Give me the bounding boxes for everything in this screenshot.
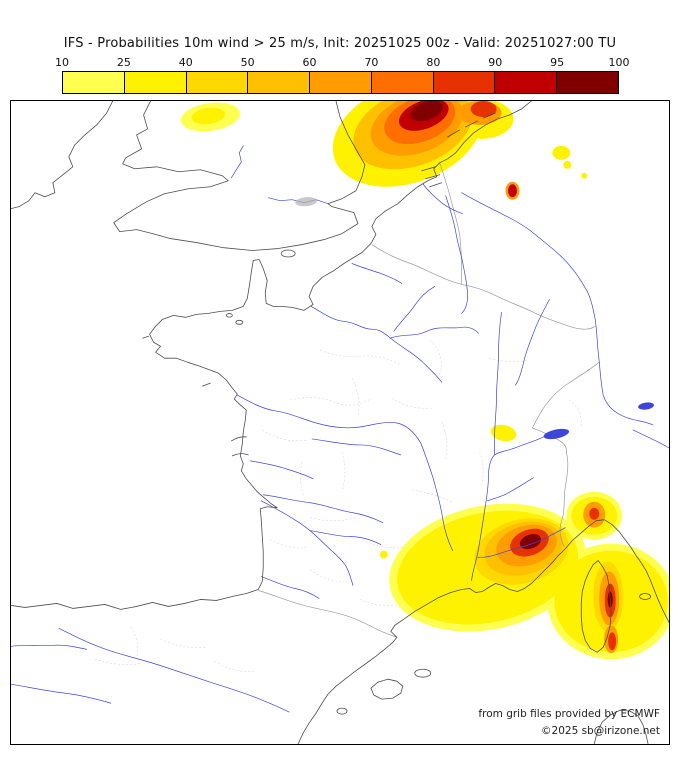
coast-elba — [639, 593, 651, 600]
isle-of-wight — [280, 249, 296, 258]
attribution-copyright: ©2025 sb@irizone.net — [541, 725, 660, 737]
north-sea-storm-area — [332, 101, 514, 187]
coast-great-britain — [113, 101, 366, 251]
ile-de-re-oleron — [230, 436, 249, 457]
coast-mediterranean — [297, 519, 669, 744]
colorbar-segment-8 — [495, 72, 558, 93]
river-moselle — [515, 299, 550, 386]
colorbar-segment-4 — [248, 72, 311, 93]
coast-continent-atlantic — [11, 101, 532, 610]
river-spain-south — [11, 683, 112, 704]
river-durance — [477, 527, 566, 558]
river-meuse — [445, 195, 468, 314]
central-france-patch — [490, 424, 517, 442]
lakes — [543, 402, 654, 440]
map-title: IFS - Probabilities 10m wind > 25 m/s, I… — [63, 36, 617, 51]
country-borders — [258, 162, 600, 638]
river-ebro — [58, 628, 290, 713]
colorbar-segment-9 — [557, 72, 619, 93]
colorbar-segment-7 — [433, 72, 496, 93]
irish-sea-patch — [180, 102, 241, 132]
colorbar-tick-25: 25 — [116, 56, 131, 69]
river-charente — [249, 460, 314, 480]
colorbar-tick-50: 50 — [240, 56, 255, 69]
river-spain-north — [11, 644, 88, 650]
river-seine — [310, 306, 443, 383]
rivers — [11, 145, 669, 713]
roussillon-coast-patch — [379, 550, 388, 559]
river-somme — [351, 263, 403, 284]
colorbar-tick-10: 10 — [55, 56, 69, 69]
channel-island-jersey — [235, 319, 244, 325]
coast-ibiza — [336, 707, 348, 715]
lake-geneva — [543, 428, 570, 440]
river-oise — [393, 286, 436, 332]
colorbar-tick-70: 70 — [364, 56, 379, 69]
river-garonne — [260, 500, 354, 586]
colorbar-tick-90: 90 — [488, 56, 503, 69]
admin-boundaries — [94, 340, 582, 672]
river-lot — [309, 530, 382, 545]
germany-small-patches — [505, 145, 588, 200]
river-adour — [260, 576, 320, 599]
channel-island-guernsey — [225, 313, 233, 318]
zeeland-estuaries — [421, 166, 443, 188]
river-loire — [236, 394, 454, 551]
belle-ile — [202, 382, 211, 387]
colorbar-segment-1 — [63, 72, 125, 93]
river-po — [632, 429, 669, 449]
frisian-islands — [447, 112, 496, 138]
coast-mallorca — [370, 678, 404, 700]
river-saone — [494, 311, 502, 456]
map-svg — [11, 101, 669, 744]
colorbar-segment-6 — [371, 72, 434, 93]
colorbar-tick-100: 100 — [608, 56, 630, 69]
river-rhone — [471, 435, 546, 581]
coast-sardinia — [593, 709, 649, 744]
river-severn — [230, 145, 244, 179]
river-dordogne — [262, 494, 384, 524]
colorbar-tick-40: 40 — [178, 56, 193, 69]
river-scheldt — [422, 183, 463, 214]
colorbar-segment-3 — [186, 72, 249, 93]
river-vienne — [311, 438, 402, 456]
london-urban-area — [295, 197, 318, 207]
river-rhine — [461, 192, 654, 426]
coast-menorca — [414, 668, 432, 678]
colorbar-gradient-bar — [62, 71, 619, 94]
ouessant — [142, 335, 149, 339]
river-isere — [487, 477, 534, 502]
mediterranean-storm-area — [389, 491, 669, 660]
map-canvas: from grib files provided by ECMWF ©2025 … — [10, 100, 670, 745]
probability-shading — [180, 101, 669, 660]
lake-constance — [638, 402, 654, 410]
colorbar-segment-5 — [310, 72, 372, 93]
attribution-ecmwf: from grib files provided by ECMWF — [478, 708, 660, 720]
coast-corsica — [580, 560, 612, 653]
colorbar-tick-60: 60 — [302, 56, 317, 69]
coastlines — [11, 101, 669, 744]
coast-ireland — [11, 101, 114, 210]
colorbar-segment-2 — [124, 72, 187, 93]
colorbar-tick-95: 95 — [550, 56, 565, 69]
river-marne — [389, 326, 479, 339]
colorbar-tick-80: 80 — [426, 56, 441, 69]
colorbar-tick-labels: 10 25 40 50 60 70 80 90 95 100 — [55, 56, 630, 69]
